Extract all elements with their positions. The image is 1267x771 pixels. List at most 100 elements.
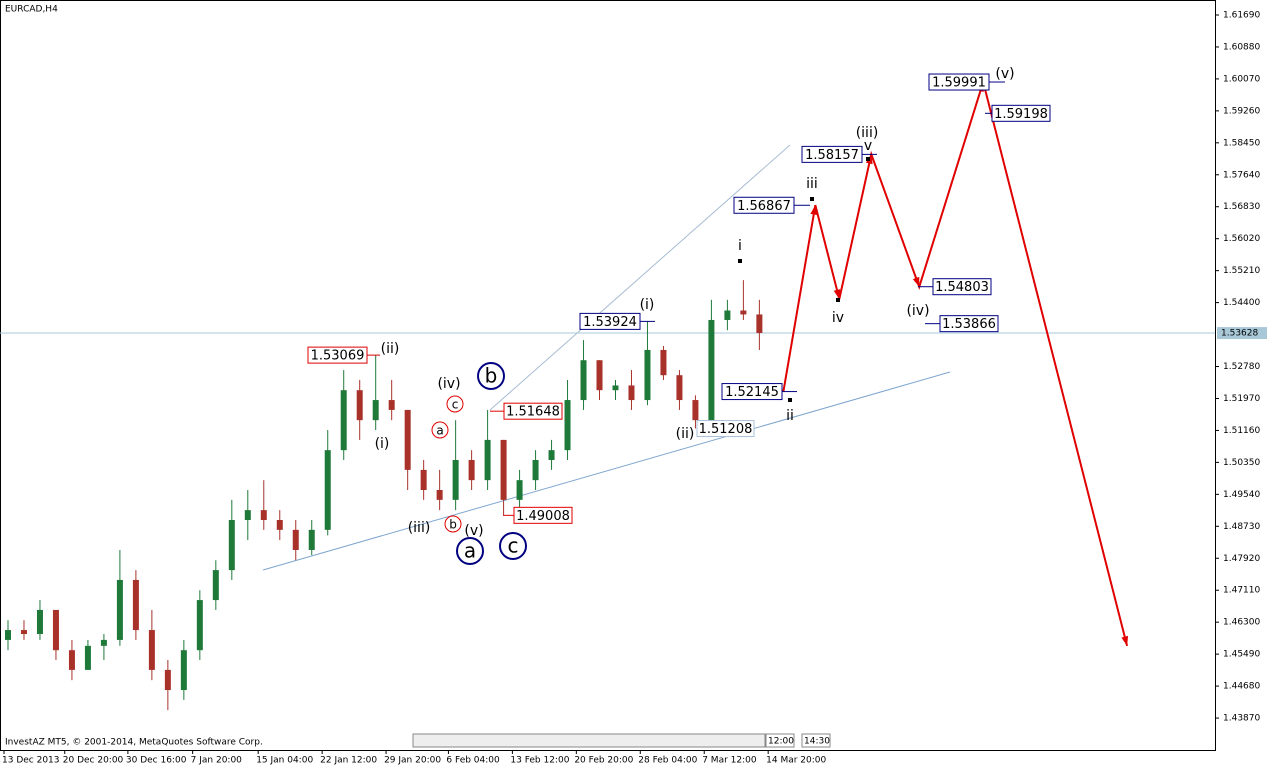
wave-marker — [788, 398, 792, 402]
candle-body — [164, 669, 171, 691]
y-tick-label: 1.56020 — [1223, 234, 1260, 244]
wave-marker — [836, 298, 840, 302]
wave-label: (i) — [375, 436, 390, 452]
time-button[interactable] — [801, 733, 831, 748]
price-label: 1.54803 — [935, 280, 989, 295]
candle-body — [100, 639, 107, 646]
support-line — [262, 371, 951, 571]
y-tick-label: 1.47110 — [1223, 586, 1260, 596]
chart-title: EURCAD,H4 — [5, 5, 58, 15]
price-label: 1.49008 — [516, 509, 570, 524]
price-box — [513, 506, 573, 524]
y-tick-label: 1.47920 — [1223, 554, 1260, 564]
forecast-arrowhead — [810, 205, 818, 215]
y-tick-label: 1.58450 — [1223, 138, 1260, 148]
tab-strip: 12:00 14:30 — [412, 733, 831, 748]
price-label: 1.58157 — [805, 148, 859, 163]
price-box — [721, 383, 783, 401]
price-label: 1.56867 — [737, 199, 791, 214]
price-label: 1.52145 — [725, 385, 779, 400]
x-tick-label: 22 Jan 12:00 — [320, 756, 377, 766]
candle-body — [228, 519, 235, 571]
y-tick-label: 1.60070 — [1223, 74, 1260, 84]
wave-label: (v) — [995, 66, 1014, 82]
wave-circle — [431, 421, 449, 439]
y-tick-label: 1.45490 — [1223, 650, 1260, 660]
candle-body — [20, 630, 27, 635]
wave-label: iv — [832, 310, 844, 326]
wave-label: a — [464, 539, 476, 563]
x-tick-label: 13 Dec 2013 — [2, 756, 60, 766]
candle-body — [148, 630, 155, 670]
wave-label: (ii) — [676, 426, 695, 442]
price-label: 1.51648 — [506, 405, 560, 420]
wave-label: (iii) — [408, 520, 431, 536]
wave-label: a — [436, 424, 443, 438]
candle-body — [372, 400, 379, 421]
candle-body — [52, 609, 59, 651]
candle-body — [596, 360, 603, 391]
current-price-label: 1.53628 — [1221, 329, 1258, 339]
footer: InvestAZ MT5, © 2001-2014, MetaQuotes So… — [5, 738, 263, 748]
candle-body — [404, 409, 411, 470]
y-tick-label: 1.55210 — [1223, 266, 1260, 276]
wave-label: v — [864, 138, 872, 154]
price-box — [733, 196, 795, 214]
current-price-box — [1217, 327, 1267, 340]
price-box — [928, 73, 990, 91]
y-tick-label: 1.52780 — [1223, 362, 1260, 372]
candle-body — [84, 645, 91, 670]
candle-body — [612, 385, 619, 391]
x-tick-label: 30 Dec 16:00 — [126, 756, 187, 766]
candle-body — [532, 460, 539, 481]
candle-body — [292, 529, 299, 550]
candle-body — [36, 609, 43, 635]
x-tick-label: 20 Dec 20:00 — [63, 756, 124, 766]
x-tick-label: 15 Jan 04:00 — [256, 756, 313, 766]
candle-body — [740, 310, 747, 315]
price-label: 1.53866 — [942, 317, 996, 332]
candle-body — [756, 314, 763, 333]
forecast-arrowhead — [1121, 635, 1129, 646]
candle-body — [324, 450, 331, 530]
y-tick-label: 1.51160 — [1223, 426, 1260, 436]
wave-label: (v) — [464, 523, 483, 539]
y-tick-label: 1.54400 — [1223, 298, 1260, 308]
wave-marker — [810, 197, 814, 201]
wave-label: (iii) — [856, 125, 879, 141]
wave-circle — [444, 515, 462, 533]
price-label: 1.51208 — [699, 422, 753, 437]
price-box — [696, 420, 755, 438]
y-tick-label: 1.49540 — [1223, 490, 1260, 500]
candle-body — [180, 650, 187, 691]
candle-body — [244, 510, 251, 520]
wave-circle — [456, 537, 484, 565]
channel-line — [489, 144, 791, 411]
candle-body — [212, 570, 219, 601]
wave-label: (ii) — [381, 341, 400, 357]
candle-body — [196, 600, 203, 651]
x-tick-label: 14 Mar 20:00 — [766, 756, 826, 766]
price-label: 1.59991 — [932, 76, 986, 91]
y-tick-label: 1.61690 — [1223, 10, 1260, 20]
candle-body — [436, 490, 443, 500]
x-tick-label: 28 Feb 04:00 — [638, 756, 697, 766]
candle-body — [468, 460, 475, 481]
wave-marker — [738, 259, 742, 263]
candle-body — [4, 630, 11, 640]
y-tick-label: 1.44680 — [1223, 682, 1260, 692]
time-button[interactable] — [765, 733, 795, 748]
y-tick-label: 1.50350 — [1223, 458, 1260, 468]
price-box — [579, 312, 641, 330]
price-box — [503, 402, 563, 420]
candle-body — [692, 400, 699, 421]
wave-label: c — [452, 398, 459, 412]
y-tick-label: 1.56830 — [1223, 202, 1260, 212]
y-tick-label: 1.51970 — [1223, 394, 1260, 404]
candle-body — [276, 519, 283, 530]
x-tick-label: 6 Feb 04:00 — [446, 756, 500, 766]
wave-label: iii — [806, 176, 818, 192]
candle-body — [564, 400, 571, 451]
y-tick-label: 1.60880 — [1223, 42, 1260, 52]
